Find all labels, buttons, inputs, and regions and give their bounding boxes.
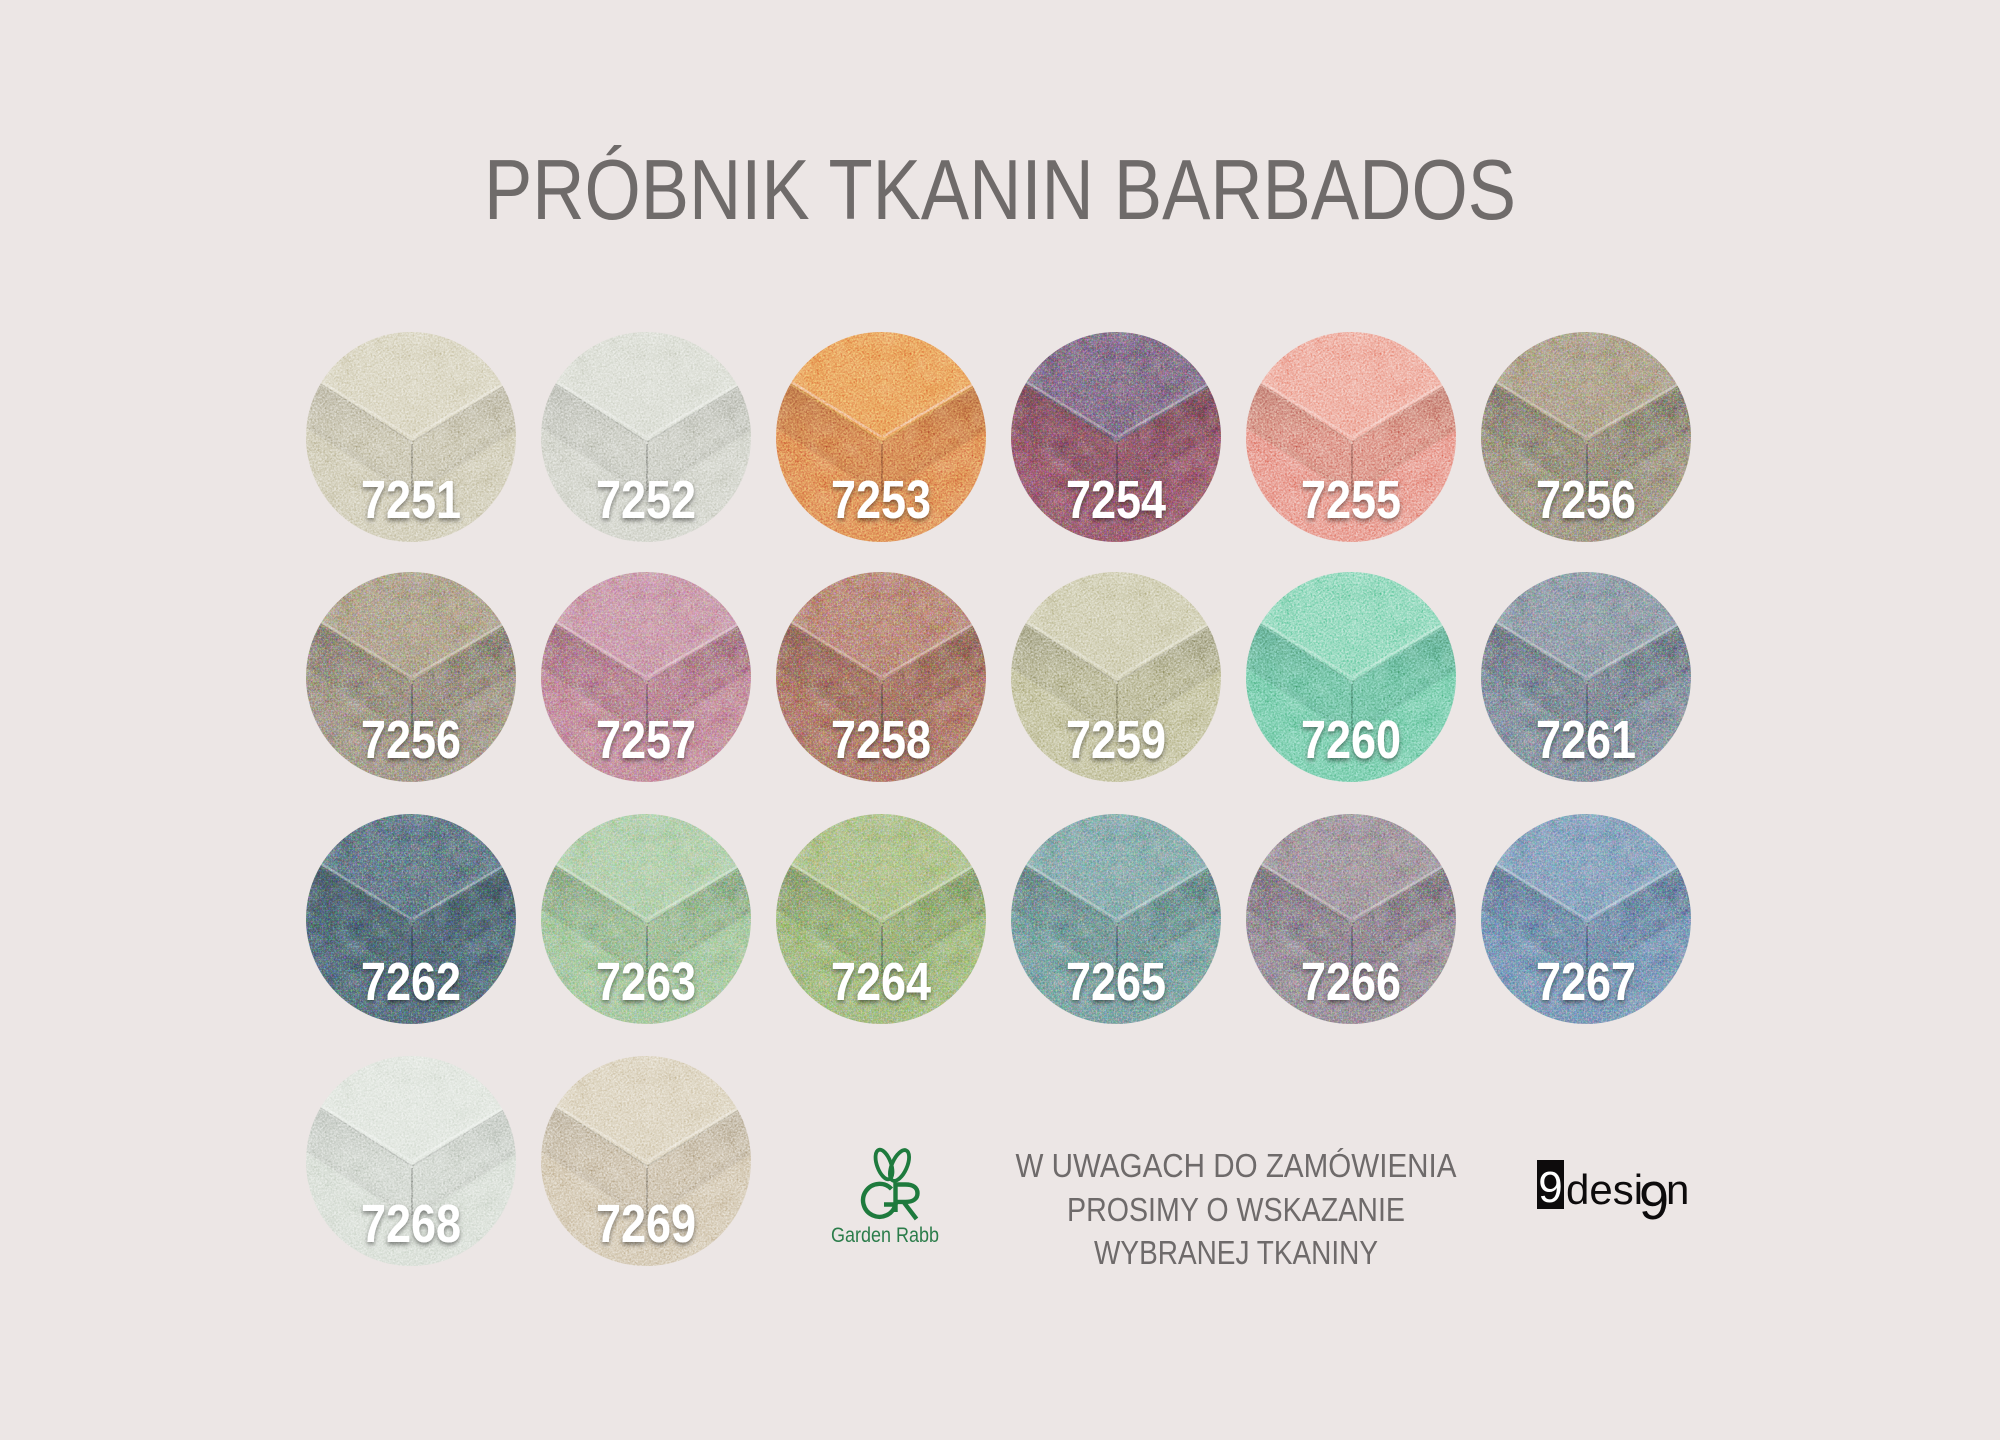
svg-text:Garden Rabb: Garden Rabb (831, 1224, 939, 1247)
svg-text:7255: 7255 (1301, 470, 1401, 530)
svg-text:7257: 7257 (596, 710, 696, 770)
svg-text:7256: 7256 (361, 710, 461, 770)
svg-text:7256: 7256 (1536, 470, 1636, 530)
svg-text:WYBRANEJ TKANINY: WYBRANEJ TKANINY (1094, 1234, 1378, 1271)
svg-text:7268: 7268 (361, 1194, 461, 1254)
svg-text:7252: 7252 (596, 470, 696, 530)
svg-text:7253: 7253 (831, 470, 931, 530)
svg-text:7258: 7258 (831, 710, 931, 770)
svg-text:7259: 7259 (1066, 710, 1166, 770)
svg-text:9: 9 (1538, 1163, 1562, 1212)
svg-text:7260: 7260 (1301, 710, 1401, 770)
svg-text:7267: 7267 (1536, 952, 1636, 1012)
svg-text:n: n (1666, 1166, 1689, 1213)
svg-text:9: 9 (1639, 1171, 1669, 1231)
svg-text:7269: 7269 (596, 1194, 696, 1254)
svg-text:7264: 7264 (831, 952, 931, 1012)
svg-text:PROSIMY O WSKAZANIE: PROSIMY O WSKAZANIE (1067, 1191, 1405, 1228)
svg-text:W UWAGACH DO ZAMÓWIENIA: W UWAGACH DO ZAMÓWIENIA (1016, 1147, 1457, 1184)
svg-text:PRÓBNIK TKANIN BARBADOS: PRÓBNIK TKANIN BARBADOS (484, 143, 1516, 238)
svg-text:7263: 7263 (596, 952, 696, 1012)
svg-text:7254: 7254 (1066, 470, 1166, 530)
svg-text:7251: 7251 (361, 470, 461, 530)
svg-text:7262: 7262 (361, 952, 461, 1012)
svg-text:7265: 7265 (1066, 952, 1166, 1012)
svg-text:7261: 7261 (1536, 710, 1636, 770)
svg-text:desi: desi (1566, 1166, 1643, 1213)
svg-text:7266: 7266 (1301, 952, 1401, 1012)
